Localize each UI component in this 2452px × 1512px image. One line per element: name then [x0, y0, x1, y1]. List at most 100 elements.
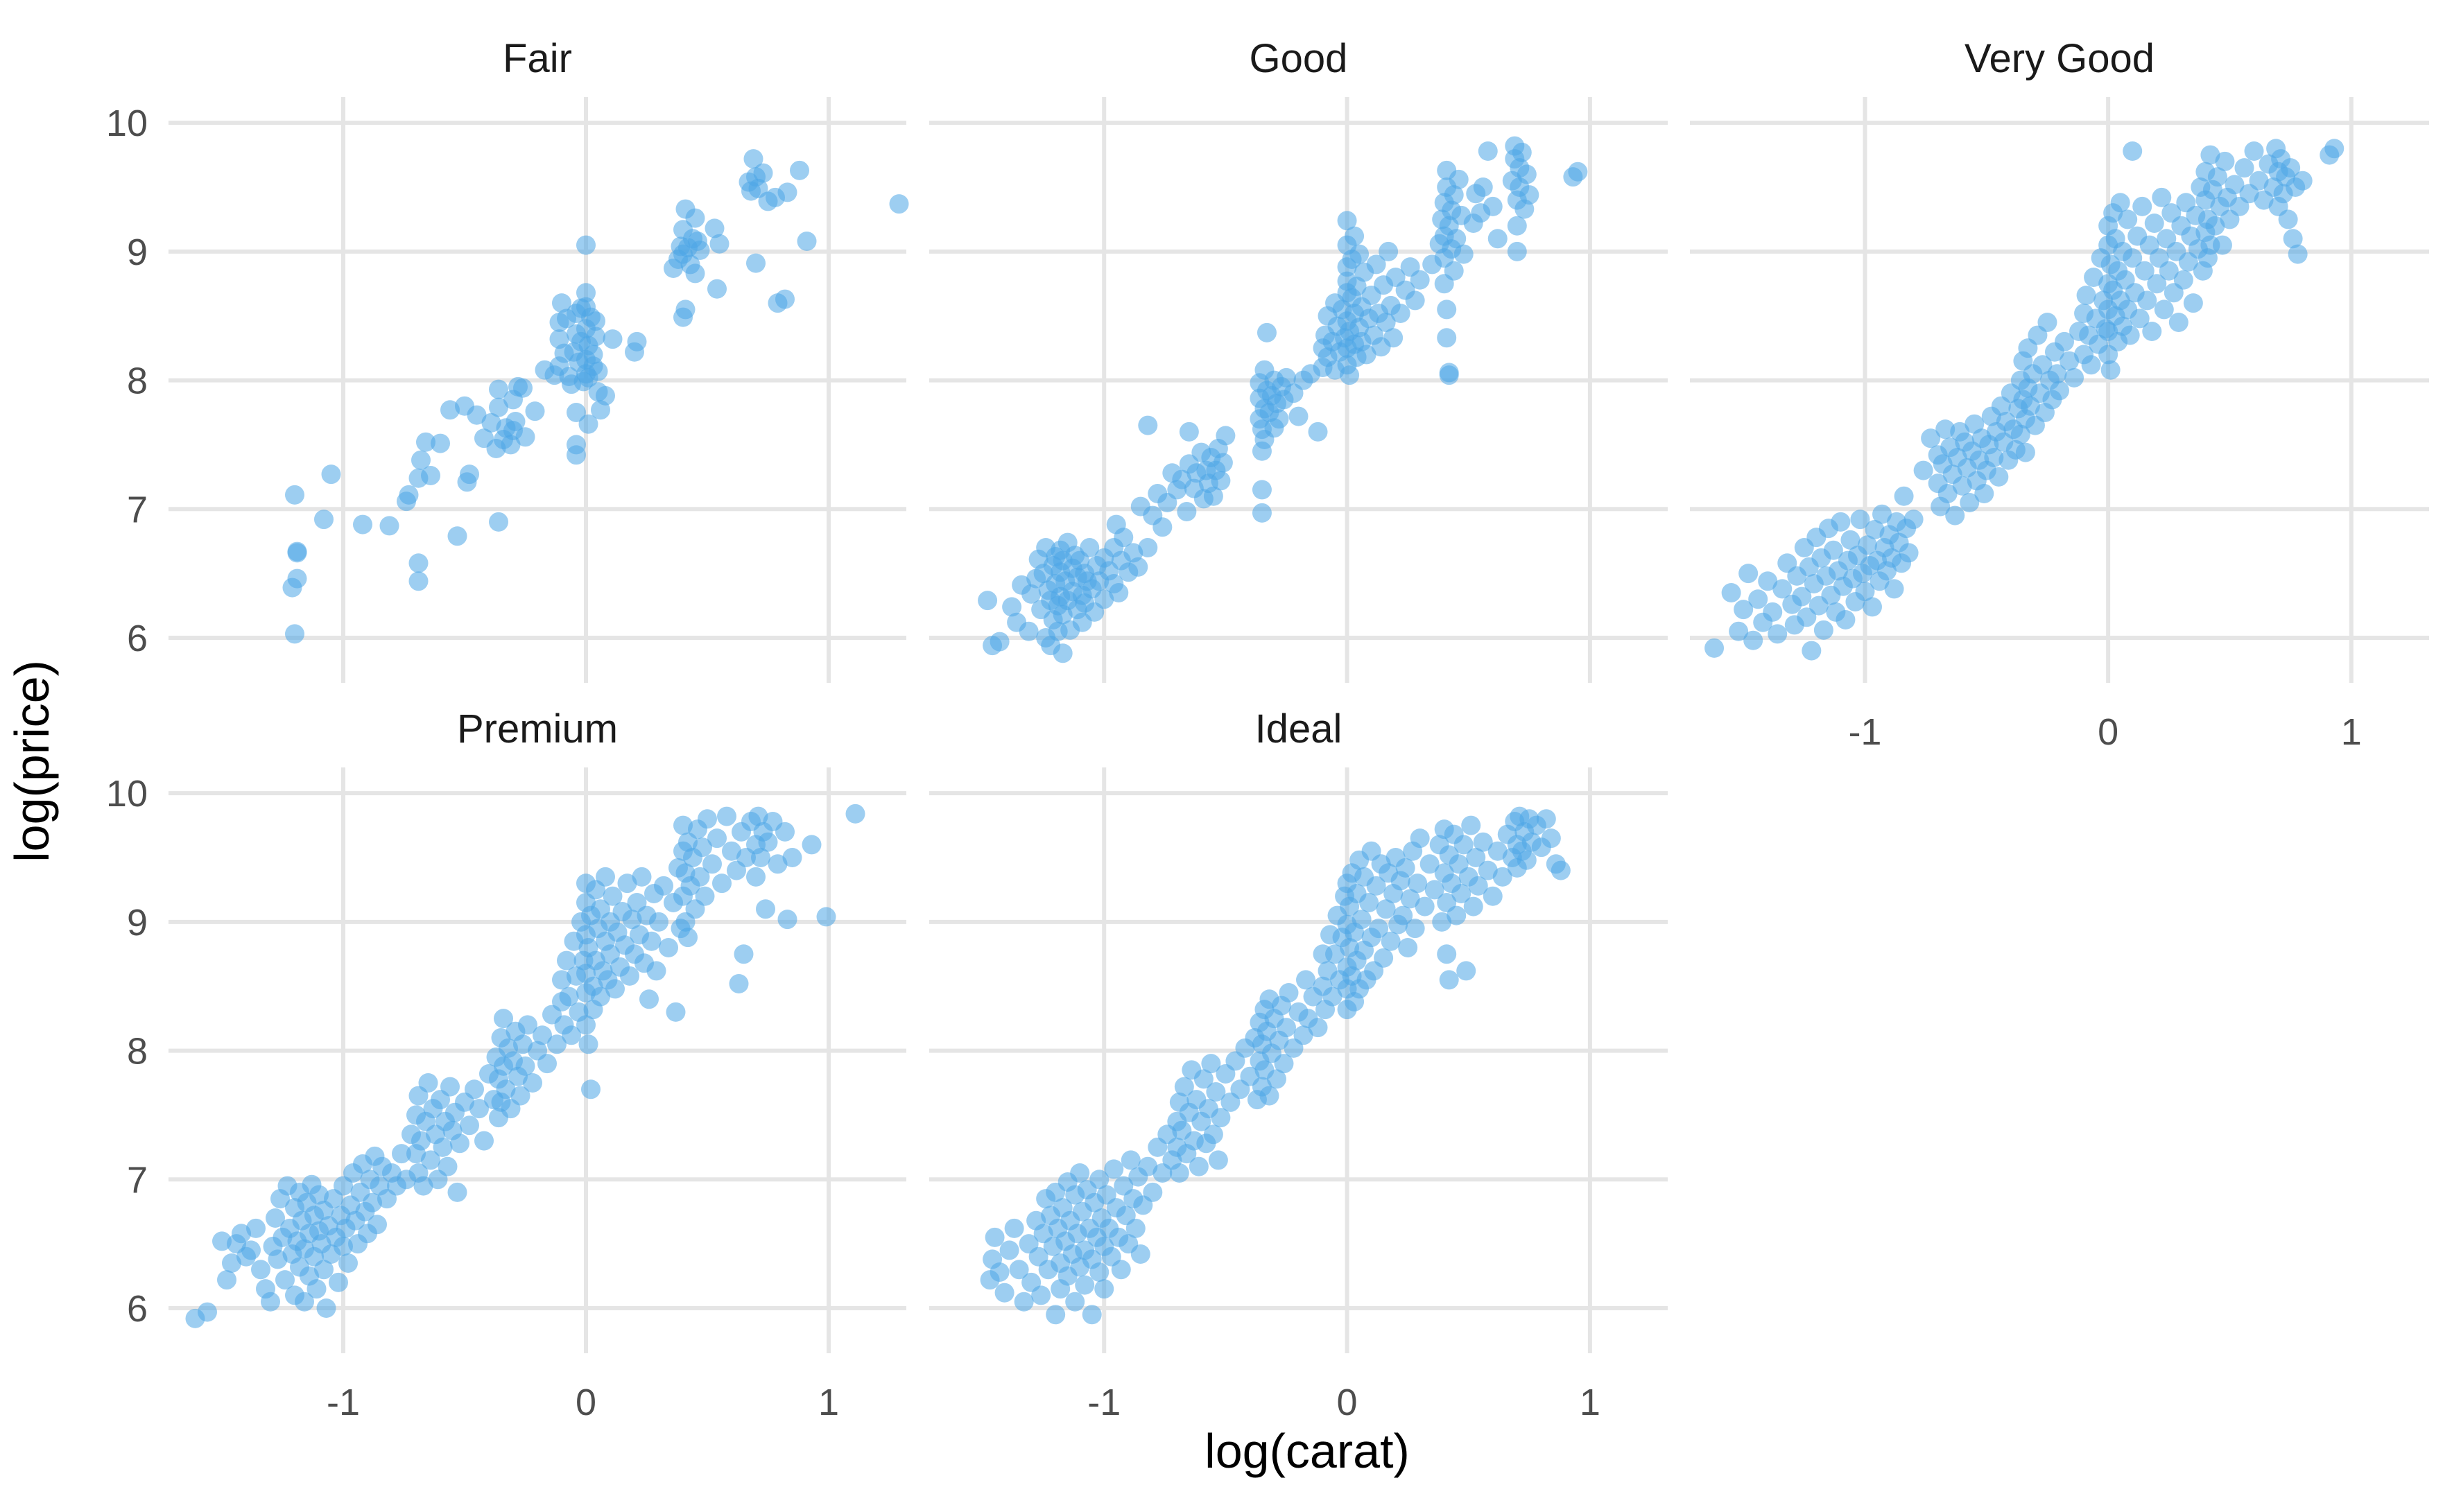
scatter-point: [2324, 139, 2345, 159]
scatter-point: [1831, 512, 1851, 532]
scatter-point: [1276, 1018, 1296, 1038]
scatter-point: [748, 806, 768, 826]
scatter-point: [2212, 235, 2232, 255]
scatter-point: [1366, 254, 1386, 275]
x-tick-label: 0: [576, 1382, 596, 1423]
scatter-point: [2207, 167, 2227, 187]
scatter-point: [1293, 1025, 1313, 1045]
scatter-point: [533, 1025, 552, 1045]
scatter-point: [1376, 313, 1396, 332]
scatter-point: [753, 163, 773, 183]
scatter-point: [758, 832, 778, 852]
scatter-point: [399, 485, 419, 505]
scatter-point: [1169, 1163, 1189, 1183]
scatter-point: [1437, 299, 1457, 320]
scatter-point: [547, 1034, 567, 1054]
scatter-point: [2183, 293, 2203, 313]
scatter-point: [2234, 158, 2254, 178]
scatter-point: [1288, 406, 1309, 426]
scatter-point: [1466, 848, 1486, 867]
scatter-point: [523, 1073, 542, 1093]
scatter-point: [583, 345, 603, 365]
scatter-point: [707, 828, 727, 849]
scatter-point: [709, 234, 729, 254]
scatter-point: [1551, 860, 1571, 880]
scatter-point: [552, 970, 571, 990]
scatter-point: [246, 1218, 266, 1238]
scatter-point: [1109, 583, 1129, 602]
scatter-point: [746, 867, 766, 887]
scatter-point: [433, 1137, 453, 1157]
scatter-point: [1125, 1218, 1146, 1238]
scatter-point: [1089, 1170, 1110, 1190]
scatter-point: [460, 464, 479, 485]
scatter-point: [603, 886, 623, 906]
scatter-point: [1836, 610, 1856, 629]
scatter-point: [1376, 899, 1396, 919]
scatter-point: [999, 1240, 1019, 1260]
scatter-point: [513, 1034, 533, 1054]
scatter-point: [431, 433, 450, 453]
scatter-point: [314, 510, 334, 530]
scatter-point: [1536, 809, 1556, 829]
scatter-point: [411, 1131, 431, 1151]
scatter-point: [2215, 151, 2235, 171]
y-tick-label: 8: [127, 1031, 148, 1072]
scatter-point: [2142, 322, 2162, 341]
scatter-point: [1075, 1275, 1095, 1295]
scatter-point: [1862, 597, 1882, 617]
scatter-point: [1177, 502, 1197, 521]
scatter-point: [816, 907, 836, 927]
y-tick-label: 7: [127, 489, 148, 530]
scatter-point: [777, 182, 797, 202]
scatter-point: [408, 571, 429, 591]
scatter-point: [596, 867, 615, 887]
scatter-point: [1296, 970, 1316, 990]
scatter-point: [1517, 164, 1537, 184]
scatter-point: [578, 414, 598, 434]
scatter-point: [438, 1156, 458, 1176]
scatter-point: [1483, 886, 1503, 906]
scatter-point: [576, 1015, 596, 1035]
scatter-point: [1487, 229, 1508, 249]
x-tick-label: -1: [327, 1382, 360, 1423]
scatter-point: [2225, 175, 2245, 195]
scatter-point: [1203, 486, 1223, 506]
scatter-point: [675, 299, 696, 320]
scatter-point: [707, 279, 727, 299]
scatter-point: [411, 450, 431, 470]
scatter-point: [2278, 209, 2298, 229]
scatter-point: [1031, 1285, 1051, 1305]
scatter-point: [2120, 325, 2140, 345]
scatter-point: [1984, 448, 2004, 467]
scatter-point: [990, 632, 1010, 652]
scatter-point: [1772, 579, 1793, 599]
scatter-point: [1104, 1159, 1124, 1179]
scatter-point: [1447, 905, 1467, 926]
scatter-point: [1121, 1150, 1141, 1170]
scatter-point: [1461, 815, 1481, 835]
scatter-point: [2123, 141, 2143, 161]
scatter-point: [756, 899, 775, 919]
scatter-point: [666, 1002, 686, 1022]
scatter-point: [379, 516, 399, 536]
scatter-point: [1208, 1150, 1228, 1170]
scatter-point: [285, 624, 304, 644]
scatter-point: [1065, 1292, 1085, 1312]
scatter-point: [1517, 850, 1537, 870]
scatter-point: [617, 874, 637, 894]
scatter-point: [334, 1236, 353, 1256]
scatter-point: [2050, 381, 2069, 401]
scatter-point: [1279, 983, 1299, 1002]
scatter-point: [685, 263, 705, 284]
scatter-point: [1921, 428, 1941, 449]
scatter-point: [447, 526, 467, 546]
scatter-point: [1541, 828, 1561, 849]
scatter-point: [1337, 211, 1357, 231]
scatter-point: [734, 944, 754, 964]
scatter-point: [338, 1253, 358, 1273]
scatter-point: [2081, 355, 2101, 375]
scatter-point: [1840, 530, 1860, 550]
scatter-point: [627, 331, 647, 351]
